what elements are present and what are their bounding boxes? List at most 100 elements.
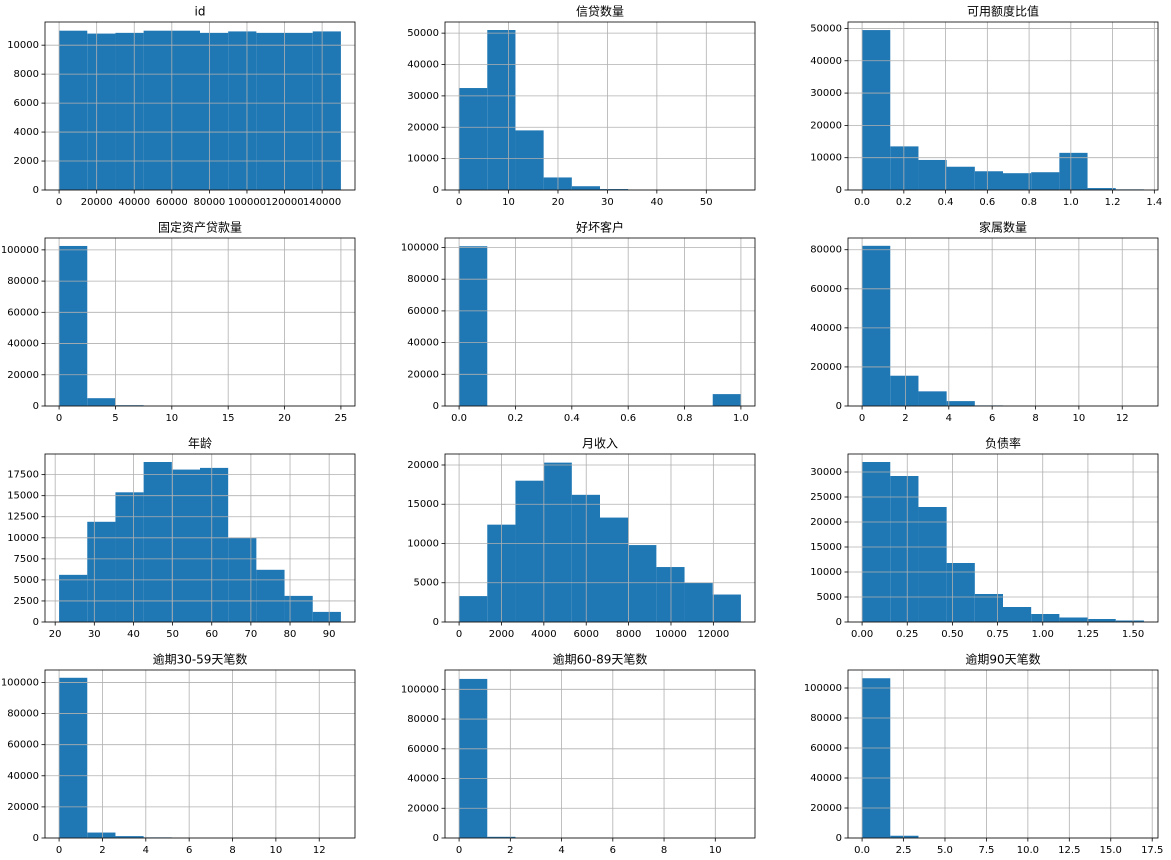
bar	[115, 32, 144, 191]
x-tick-label: 0.25	[896, 629, 918, 640]
y-tick-label: 20000	[7, 370, 39, 381]
bar	[571, 186, 600, 190]
subplot: 逾期90天笔数 0.0 2.5 5.0 7.5 10.0 12.5 15.0 17.5 0 2000…	[804, 652, 1164, 857]
y-tick-label: 10000	[7, 533, 39, 544]
y-tick-label: 80000	[7, 276, 39, 287]
y-tick-label: 80000	[7, 709, 39, 720]
x-tick-label: 4	[946, 413, 952, 424]
bar	[918, 159, 947, 190]
y-tick-label: 0	[433, 401, 439, 412]
bar	[946, 563, 975, 622]
x-tick-label: 6	[610, 845, 616, 856]
x-tick-label: 0	[456, 629, 462, 640]
x-tick-label: 1.00	[1032, 629, 1054, 640]
bar	[1115, 620, 1144, 622]
y-tick-label: 7500	[14, 554, 39, 565]
y-tick-label: 60000	[810, 284, 842, 295]
bar	[256, 32, 285, 191]
axes-frame	[444, 669, 756, 839]
axes-frame	[44, 669, 356, 839]
bar	[143, 30, 172, 191]
x-tick-label: 17.5	[1141, 845, 1163, 856]
x-tick-label: 0.00	[851, 629, 873, 640]
bar	[974, 594, 1003, 622]
x-tick-label: 10	[1073, 413, 1086, 424]
y-tick-label: 40000	[810, 323, 842, 334]
x-tick-label: 30	[601, 197, 614, 208]
x-tick-label: 20	[278, 413, 291, 424]
axes-frame	[847, 237, 1159, 407]
y-tick-label: 60000	[7, 740, 39, 751]
bar	[918, 391, 947, 406]
subplot: 可用额度比值 0.0 0.2 0.4 0.6 0.8 1.0 1.2 1.4 0 10000 2000…	[810, 4, 1162, 209]
x-tick-label: 80	[284, 629, 297, 640]
bar	[59, 677, 88, 838]
x-tick-label: 40	[650, 197, 663, 208]
x-tick-label: 12	[313, 845, 326, 856]
y-tick-label: 0	[836, 401, 842, 412]
x-tick-label: 6	[186, 845, 192, 856]
x-tick-label: 20000	[81, 197, 113, 208]
y-tick-label: 60000	[407, 306, 439, 317]
y-tick-label: 20000	[810, 517, 842, 528]
y-tick-label: 5000	[414, 578, 439, 589]
y-tick-label: 40000	[407, 774, 439, 785]
bar	[684, 582, 713, 622]
bar	[284, 32, 313, 191]
y-tick-label: 25000	[810, 492, 842, 503]
x-tick-label: 0	[456, 845, 462, 856]
y-tick-label: 4000	[14, 127, 39, 138]
x-tick-label: 2000	[489, 629, 514, 640]
y-tick-label: 10000	[407, 538, 439, 549]
bar	[459, 596, 488, 622]
bar	[543, 462, 572, 622]
y-tick-label: 17500	[7, 470, 39, 481]
x-tick-label: 1.2	[1105, 197, 1121, 208]
x-tick-label: 8000	[616, 629, 641, 640]
x-tick-label: 0	[56, 197, 62, 208]
y-tick-label: 2000	[14, 156, 39, 167]
x-tick-label: 60	[205, 629, 218, 640]
x-tick-label: 15.0	[1100, 845, 1122, 856]
y-tick-label: 20000	[810, 803, 842, 814]
y-tick-label: 15000	[7, 491, 39, 502]
y-tick-label: 30000	[407, 91, 439, 102]
y-tick-label: 80000	[407, 714, 439, 725]
x-tick-label: 60000	[156, 197, 188, 208]
x-tick-label: 8	[661, 845, 667, 856]
bar	[712, 594, 741, 622]
x-tick-label: 40	[127, 629, 140, 640]
subplot-title: 信贷数量	[576, 4, 624, 19]
x-tick-label: 2.5	[896, 845, 912, 856]
y-tick-label: 40000	[7, 771, 39, 782]
axes-frame	[44, 237, 356, 407]
subplot: 逾期60-89天笔数 0 2 4 6 8 10 0 20000 40000 60000 80000 10…	[401, 652, 756, 856]
y-tick-label: 40000	[407, 60, 439, 71]
x-tick-label: 70	[245, 629, 258, 640]
y-tick-label: 12500	[7, 512, 39, 523]
y-tick-label: 20000	[407, 803, 439, 814]
subplot: 负债率 0.00 0.25 0.50 0.75 1.00 1.25 1.50 0 5000 1000…	[810, 436, 1159, 640]
y-tick-label: 80000	[810, 713, 842, 724]
y-tick-label: 40000	[407, 338, 439, 349]
x-tick-label: 4000	[531, 629, 556, 640]
y-tick-label: 50000	[407, 28, 439, 39]
bar	[200, 467, 229, 622]
y-tick-label: 6000	[14, 98, 39, 109]
y-tick-label: 15000	[810, 542, 842, 553]
x-tick-label: 0.0	[854, 197, 870, 208]
x-tick-label: 12.5	[1058, 845, 1080, 856]
axes-frame	[44, 453, 356, 623]
x-tick-label: 0.6	[979, 197, 995, 208]
x-tick-label: 40000	[118, 197, 150, 208]
bar	[284, 595, 313, 622]
x-tick-label: 1.0	[1063, 197, 1079, 208]
bar	[487, 30, 516, 190]
bar	[87, 398, 116, 406]
y-tick-label: 40000	[810, 56, 842, 67]
x-tick-label: 10000	[655, 629, 687, 640]
bar	[1059, 152, 1088, 190]
x-tick-label: 10.0	[1017, 845, 1039, 856]
bar	[656, 567, 685, 622]
x-tick-label: 2	[507, 845, 513, 856]
